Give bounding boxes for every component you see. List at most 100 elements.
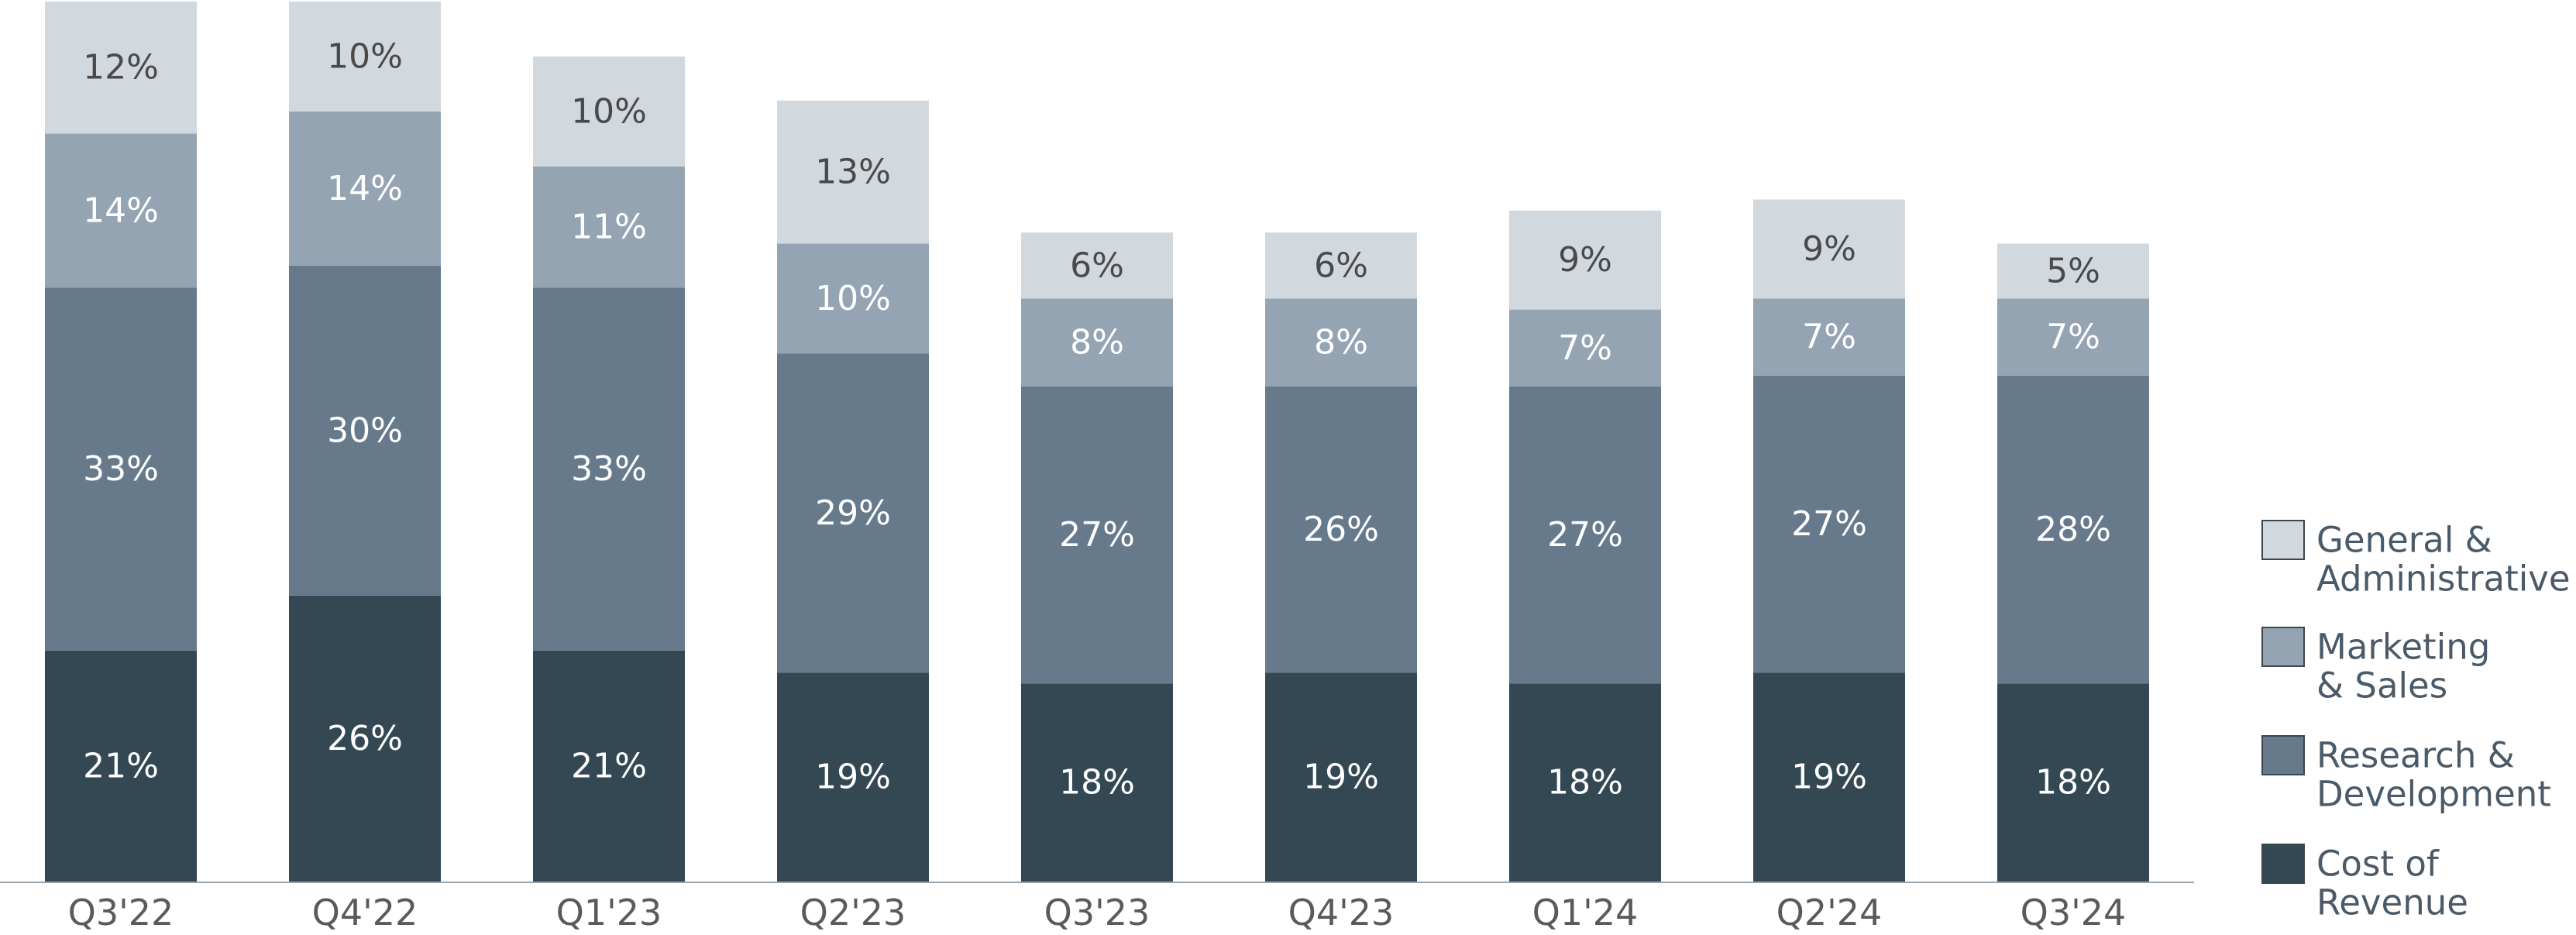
bar-segment-cost-of-revenue-q3-24 [1997,683,2149,882]
bars-group [45,2,2149,882]
bar-segment-general-and-administrative-q2-23 [777,100,929,244]
legend-label-general-and-administrative-line-2: Administrative [2316,559,2571,600]
data-label-marketing-and-sales-q4-22: 14% [327,169,403,208]
data-label-research-and-development-q1-23: 33% [571,449,647,489]
legend-item-general-and-administrative: General &Administrative [2261,520,2571,600]
x-tick-label-q3-24: Q3'24 [2021,892,2127,933]
legend-item-marketing-and-sales: Marketing& Sales [2261,627,2490,706]
data-label-cost-of-revenue-q3-22: 21% [83,746,159,785]
bar-segment-cost-of-revenue-q4-23 [1265,672,1417,882]
data-label-research-and-development-q2-24: 27% [1791,504,1867,544]
bar-segment-general-and-administrative-q2-24 [1753,199,1905,299]
legend-label-marketing-and-sales-line-2: & Sales [2316,665,2447,706]
bar-segment-general-and-administrative-q3-24 [1997,243,2149,299]
bar-segment-general-and-administrative-q4-23 [1265,232,1417,299]
data-label-general-and-administrative-q3-23: 6% [1070,246,1124,285]
bar-segment-cost-of-revenue-q3-23 [1021,683,1173,882]
data-label-marketing-and-sales-q3-23: 8% [1070,323,1124,363]
data-label-marketing-and-sales-q2-23: 10% [815,279,891,318]
bar-segment-general-and-administrative-q3-23 [1021,232,1173,299]
bar-segment-cost-of-revenue-q2-23 [777,672,929,882]
legend-swatch-cost-of-revenue [2261,844,2305,884]
data-label-cost-of-revenue-q4-22: 26% [327,719,403,758]
bar-segment-research-and-development-q3-23 [1021,387,1173,684]
data-label-marketing-and-sales-q4-23: 8% [1314,323,1368,363]
legend-label-marketing-and-sales-line-1: Marketing [2316,627,2490,668]
bar-segment-research-and-development-q1-24 [1509,387,1661,684]
data-label-general-and-administrative-q4-22: 10% [327,37,403,77]
data-label-general-and-administrative-q1-24: 9% [1558,240,1612,280]
bar-segment-marketing-and-sales-q4-22 [289,112,441,266]
bar-segment-research-and-development-q4-23 [1265,387,1417,673]
legend-item-research-and-development: Research &Development [2261,735,2551,815]
data-label-marketing-and-sales-q2-24: 7% [1802,318,1856,357]
data-label-research-and-development-q4-23: 26% [1303,510,1379,549]
legend-swatch-marketing-and-sales [2261,627,2305,667]
bar-segment-research-and-development-q3-24 [1997,375,2149,684]
bar-segment-marketing-and-sales-q3-22 [45,133,197,288]
data-label-cost-of-revenue-q3-24: 18% [2035,763,2111,803]
data-label-general-and-administrative-q3-24: 5% [2046,251,2100,290]
x-tick-label-q4-22: Q4'22 [312,892,418,933]
data-label-marketing-and-sales-q3-24: 7% [2046,318,2100,357]
x-tick-label-q3-22: Q3'22 [68,892,174,933]
data-label-marketing-and-sales-q1-23: 11% [571,208,647,247]
legend-label-research-and-development-line-1: Research & [2316,735,2515,776]
bar-segment-research-and-development-q2-23 [777,353,929,673]
data-label-marketing-and-sales-q3-22: 14% [83,191,159,230]
bar-segment-research-and-development-q4-22 [289,265,441,596]
bar-segment-cost-of-revenue-q1-23 [533,650,685,882]
bar-segment-marketing-and-sales-q4-23 [1265,298,1417,387]
x-tick-label-q3-23: Q3'23 [1044,892,1150,933]
segment-labels-group: 21% 33% 14% 12% 26% 30% 14% 10% 21% 33% 11% 10% 19% 2… [83,37,2111,803]
legend-label-cost-of-revenue-line-2: Revenue [2316,882,2468,923]
x-tick-label-q2-23: Q2'23 [800,892,906,933]
legend-label-research-and-development-line-2: Development [2316,774,2551,815]
bar-segment-cost-of-revenue-q2-24 [1753,672,1905,882]
legend-label-general-and-administrative-line-1: General & [2316,520,2492,561]
data-label-cost-of-revenue-q1-24: 18% [1547,763,1623,803]
x-tick-label-q1-24: Q1'24 [1532,892,1639,933]
bar-segment-research-and-development-q1-23 [533,287,685,651]
bar-segment-general-and-administrative-q1-23 [533,57,685,167]
legend-label-cost-of-revenue-line-1: Cost of [2316,844,2440,885]
data-label-research-and-development-q4-22: 30% [327,411,403,450]
bar-segment-marketing-and-sales-q3-24 [1997,298,2149,376]
data-label-cost-of-revenue-q3-23: 18% [1059,763,1135,803]
x-tick-label-q4-23: Q4'23 [1288,892,1395,933]
bar-segment-cost-of-revenue-q4-22 [289,595,441,882]
x-tick-label-q2-24: Q2'24 [1776,892,1883,933]
bar-segment-research-and-development-q2-24 [1753,375,1905,673]
data-label-research-and-development-q1-24: 27% [1547,515,1623,555]
data-label-research-and-development-q2-23: 29% [815,493,891,533]
bar-segment-research-and-development-q3-22 [45,287,197,651]
data-label-cost-of-revenue-q2-24: 19% [1791,758,1867,797]
bar-segment-marketing-and-sales-q3-23 [1021,298,1173,387]
bar-segment-marketing-and-sales-q2-24 [1753,298,1905,376]
legend-swatch-research-and-development [2261,735,2305,775]
bar-segment-general-and-administrative-q4-22 [289,2,441,112]
x-tick-label-q1-23: Q1'23 [556,892,662,933]
legend: General &Administrative Marketing& Sales R… [2261,520,2571,923]
bar-segment-cost-of-revenue-q1-24 [1509,683,1661,882]
data-label-cost-of-revenue-q1-23: 21% [571,746,647,785]
data-label-research-and-development-q3-24: 28% [2035,510,2111,549]
x-tick-labels-group: Q3'22 Q4'22 Q1'23 Q2'23 Q3'23 Q4'23 Q1'24 Q2'24… [68,892,2127,933]
bar-segment-general-and-administrative-q1-24 [1509,210,1661,310]
bar-segment-cost-of-revenue-q3-22 [45,650,197,882]
bar-segment-marketing-and-sales-q2-23 [777,243,929,354]
data-label-general-and-administrative-q2-24: 9% [1802,229,1856,269]
data-label-general-and-administrative-q2-23: 13% [815,153,891,192]
bar-segment-general-and-administrative-q3-22 [45,2,197,134]
data-label-general-and-administrative-q1-23: 10% [571,92,647,132]
legend-swatch-general-and-administrative [2261,520,2305,560]
data-label-marketing-and-sales-q1-24: 7% [1558,328,1612,368]
bar-segment-marketing-and-sales-q1-23 [533,167,685,288]
data-label-general-and-administrative-q4-23: 6% [1314,246,1368,285]
bar-segment-marketing-and-sales-q1-24 [1509,309,1661,387]
data-label-research-and-development-q3-23: 27% [1059,515,1135,555]
data-label-cost-of-revenue-q2-23: 19% [815,758,891,797]
data-label-research-and-development-q3-22: 33% [83,449,159,489]
